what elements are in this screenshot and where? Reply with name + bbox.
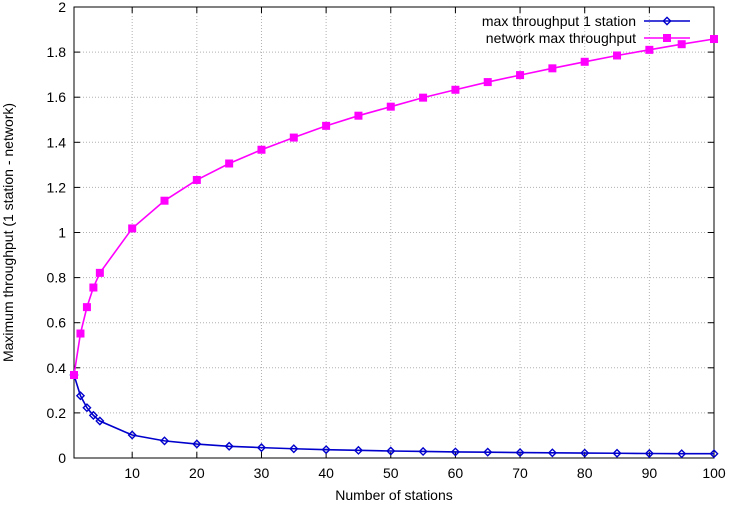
y-tick-label: 1.2 [47, 179, 67, 195]
x-tick-label: 20 [189, 465, 205, 481]
data-point [644, 448, 654, 459]
data-point [289, 133, 298, 142]
x-axis-label: Number of stations [335, 487, 453, 503]
data-point [82, 303, 91, 312]
data-point [159, 436, 170, 446]
data-point [354, 111, 363, 120]
x-axis-tick-labels: 10 20 30 40 50 60 70 80 90 100 [124, 465, 725, 481]
y-tick-label: 1 [58, 225, 66, 241]
data-point [386, 446, 396, 456]
data-point [386, 102, 395, 111]
series-layer [69, 35, 719, 459]
data-point [580, 448, 590, 458]
data-point [483, 78, 492, 87]
data-point [289, 444, 299, 454]
y-tick-label: 1.6 [47, 89, 67, 105]
data-point [95, 268, 104, 277]
series-1 [69, 370, 719, 459]
data-point [450, 447, 461, 457]
x-tick-label: 60 [448, 465, 464, 481]
data-point [418, 446, 428, 457]
x-tick-label: 70 [512, 465, 528, 481]
data-point [612, 448, 622, 458]
data-point [322, 121, 331, 130]
data-point [82, 403, 92, 413]
data-point [76, 329, 85, 338]
legend-label: network max throughput [486, 30, 636, 46]
data-point [645, 45, 654, 54]
data-point [353, 445, 364, 455]
data-point [160, 196, 169, 205]
y-tick-label: 0.2 [47, 405, 67, 421]
x-tick-label: 10 [124, 465, 140, 481]
y-axis-tick-labels: 0 0.2 0.4 0.6 0.8 1 1.2 1.4 1.6 1.8 2 [47, 0, 67, 466]
data-point [95, 416, 105, 426]
data-point [515, 447, 525, 458]
x-tick-label: 80 [577, 465, 593, 481]
data-point [256, 443, 267, 453]
data-point [709, 449, 719, 459]
data-point [677, 449, 687, 459]
data-point [75, 391, 86, 401]
data-point [677, 40, 686, 49]
y-tick-label: 0.4 [47, 360, 67, 376]
legend-label: max throughput 1 station [482, 13, 636, 29]
series-2 [70, 35, 718, 380]
data-point [257, 145, 266, 154]
data-point [516, 71, 525, 80]
data-point [547, 448, 557, 458]
data-point [192, 439, 202, 449]
data-point [128, 224, 137, 233]
data-point [483, 447, 493, 457]
y-tick-label: 0.8 [47, 270, 67, 286]
x-tick-label: 30 [254, 465, 270, 481]
grid [74, 7, 714, 458]
data-point [451, 85, 460, 94]
data-point [192, 175, 201, 184]
data-point [710, 35, 718, 44]
legend-marker [662, 16, 672, 26]
data-point [613, 51, 622, 60]
series-line [73, 38, 715, 376]
data-point [88, 410, 98, 420]
y-axis-label: Maximum throughput (1 station - network) [0, 103, 16, 362]
x-tick-label: 90 [642, 465, 658, 481]
x-tick-label: 100 [702, 465, 726, 481]
data-point [127, 430, 137, 440]
data-point [224, 441, 234, 451]
x-tick-label: 50 [383, 465, 399, 481]
data-point [580, 57, 589, 66]
data-point [548, 64, 557, 73]
data-point [89, 283, 98, 292]
data-point [225, 159, 234, 168]
legend-marker [663, 34, 671, 42]
data-point [419, 93, 428, 102]
y-tick-label: 1.8 [47, 44, 67, 60]
series-line [73, 374, 714, 455]
y-tick-label: 1.4 [47, 134, 67, 150]
y-tick-label: 2 [58, 0, 66, 15]
x-tick-label: 40 [318, 465, 334, 481]
y-tick-label: 0 [58, 450, 66, 466]
y-tick-label: 0.6 [47, 315, 67, 331]
data-point [70, 371, 78, 380]
data-point [321, 445, 331, 455]
